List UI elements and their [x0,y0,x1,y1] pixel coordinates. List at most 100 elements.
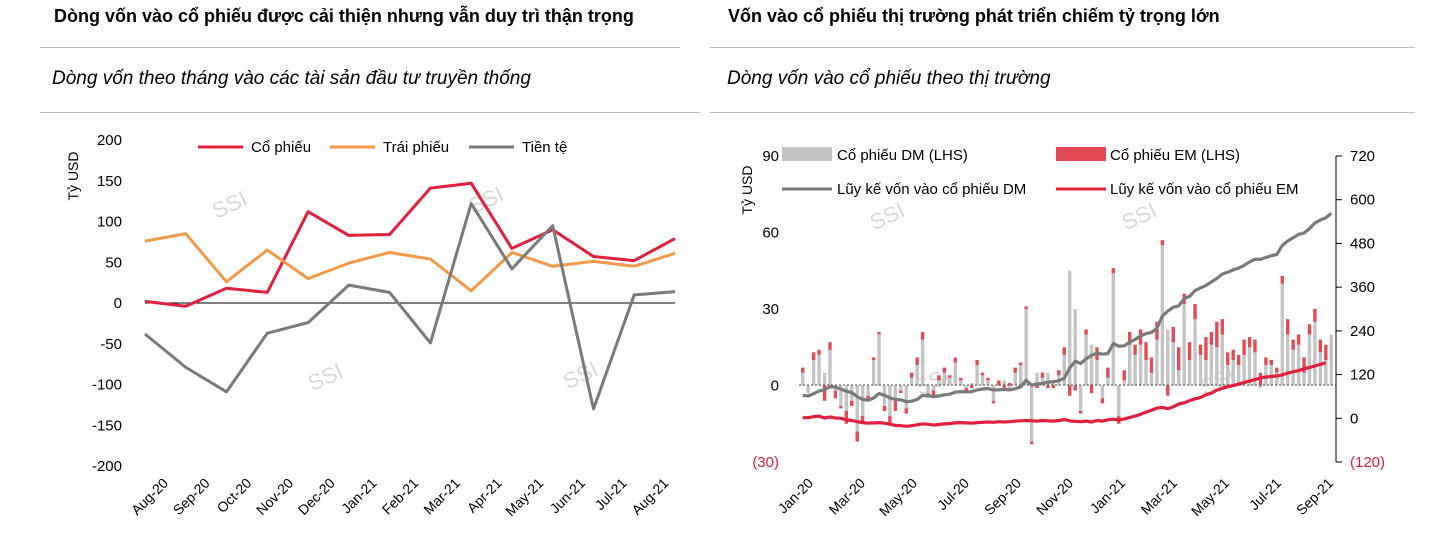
legend-label: Trái phiếu [383,139,449,156]
em-bar [839,405,843,409]
x-tick-label: Sep-21 [1293,475,1336,518]
dm-bar [959,380,963,386]
dm-bar [888,385,892,417]
dm-bar [1231,360,1235,386]
dm-bar [1220,334,1224,386]
dm-bar [1138,344,1143,386]
x-tick-label: Jan-21 [338,475,380,517]
em-cumulative-line [802,361,1327,428]
em-bar [1220,319,1224,335]
em-bar [1149,357,1154,373]
x-tick-label: Sep-20 [170,475,213,518]
left-y-tick-label: (30) [752,454,779,471]
left-legend: Cổ phiếu Trái phiếu Tiền tệ [198,139,567,156]
x-tick-label: Jul-21 [1246,475,1284,513]
dm-bar [1253,352,1257,386]
em-bar [1046,385,1050,389]
dm-bar [1013,372,1017,386]
x-tick-label: Aug-20 [128,475,171,518]
em-bar [866,395,870,401]
dm-bar [1193,319,1197,386]
em-bar [1029,441,1034,445]
em-bar [1018,362,1023,366]
em-bar [1209,331,1214,345]
dm-bar [1122,380,1126,386]
dm-bar [1226,365,1230,386]
dm-bar [1187,360,1192,386]
em-bar [1280,275,1284,284]
dm-bar [1166,329,1170,386]
em-bar [1133,344,1137,355]
legend-label: Tiền tệ [522,139,567,156]
dm-bar [980,375,985,386]
y-tick-label: -100 [92,377,122,394]
dm-bar [893,385,898,401]
dm-bar [1313,321,1317,386]
em-bar [931,390,936,399]
dm-bar [1078,385,1083,411]
em-bar [850,400,854,406]
legend-label: Lũy kế vốn vào cổ phiếu DM [837,181,1026,198]
x-tick-label: Dec-20 [295,475,338,518]
legend-label: Lũy kế vốn vào cổ phiếu EM [1110,181,1298,198]
dm-bar [855,385,859,432]
em-bar [948,375,952,378]
right-y-tick-label: 120 [1350,367,1375,384]
right-subtitle-rule [710,112,1415,113]
dm-bar [822,372,827,386]
em-bar [1187,342,1192,360]
left-title-rule [40,47,680,48]
right-y-tick-label: 360 [1350,279,1375,296]
dm-bar [866,385,870,396]
em-bar [953,357,957,363]
em-bar [1155,321,1159,340]
em-bar [1144,342,1148,360]
y-tick-label: 100 [97,214,122,231]
legend-label: Cổ phiếu DM (LHS) [837,147,968,164]
dm-bar [828,349,832,386]
em-bar [817,349,821,355]
dm-bar [1046,372,1050,386]
dm-bar [931,385,936,391]
dm-bar [1177,370,1181,386]
dm-bar [1285,334,1290,386]
dm-bar [1318,352,1323,386]
dm-bar [1127,344,1132,386]
dm-bar [926,385,930,394]
dm-bar [839,385,843,406]
right-y-tick-label: 600 [1350,192,1375,209]
em-bar [893,400,898,411]
watermark: SSI [1118,198,1161,236]
em-bar [1122,370,1126,381]
dm-bar [948,377,952,386]
em-bar [860,416,865,424]
left-series-lines [144,181,676,411]
em-bar [822,385,827,401]
em-bar [1073,385,1077,391]
left-chart: SSI SSI SSI SSI Tỷ USD 200 150 100 50 0 -50 -1… [65,132,676,519]
dm-bar [1089,344,1094,386]
left-title: Dòng vốn vào cổ phiếu được cải thiện như… [54,6,634,26]
dm-bar [1035,372,1039,386]
em-bar [1160,240,1165,246]
em-bar [1177,347,1181,371]
em-bar [1127,331,1132,345]
em-bar [1242,339,1246,355]
y-tick-label: -50 [100,336,122,353]
dm-bar [915,365,919,386]
right-legend: Cổ phiếu DM (LHS) Cổ phiếu EM (LHS) Lũy kế… [782,147,1298,198]
dm-bar [1100,385,1105,399]
dm-bar [871,360,876,386]
dm-bar [1236,365,1241,386]
dm-bar [1111,273,1116,386]
left-watermark-group: SSI SSI SSI SSI [208,181,602,396]
em-bar [997,380,1001,386]
dm-bar [1324,360,1328,386]
x-tick-label: Nov-20 [253,475,296,518]
x-tick-label: Mar-21 [420,475,463,518]
em-bar [1275,367,1279,373]
right-left-y-ticks: 90 60 30 0 (30) [752,148,779,471]
em-bar [855,431,859,442]
em-bar [1068,385,1072,396]
